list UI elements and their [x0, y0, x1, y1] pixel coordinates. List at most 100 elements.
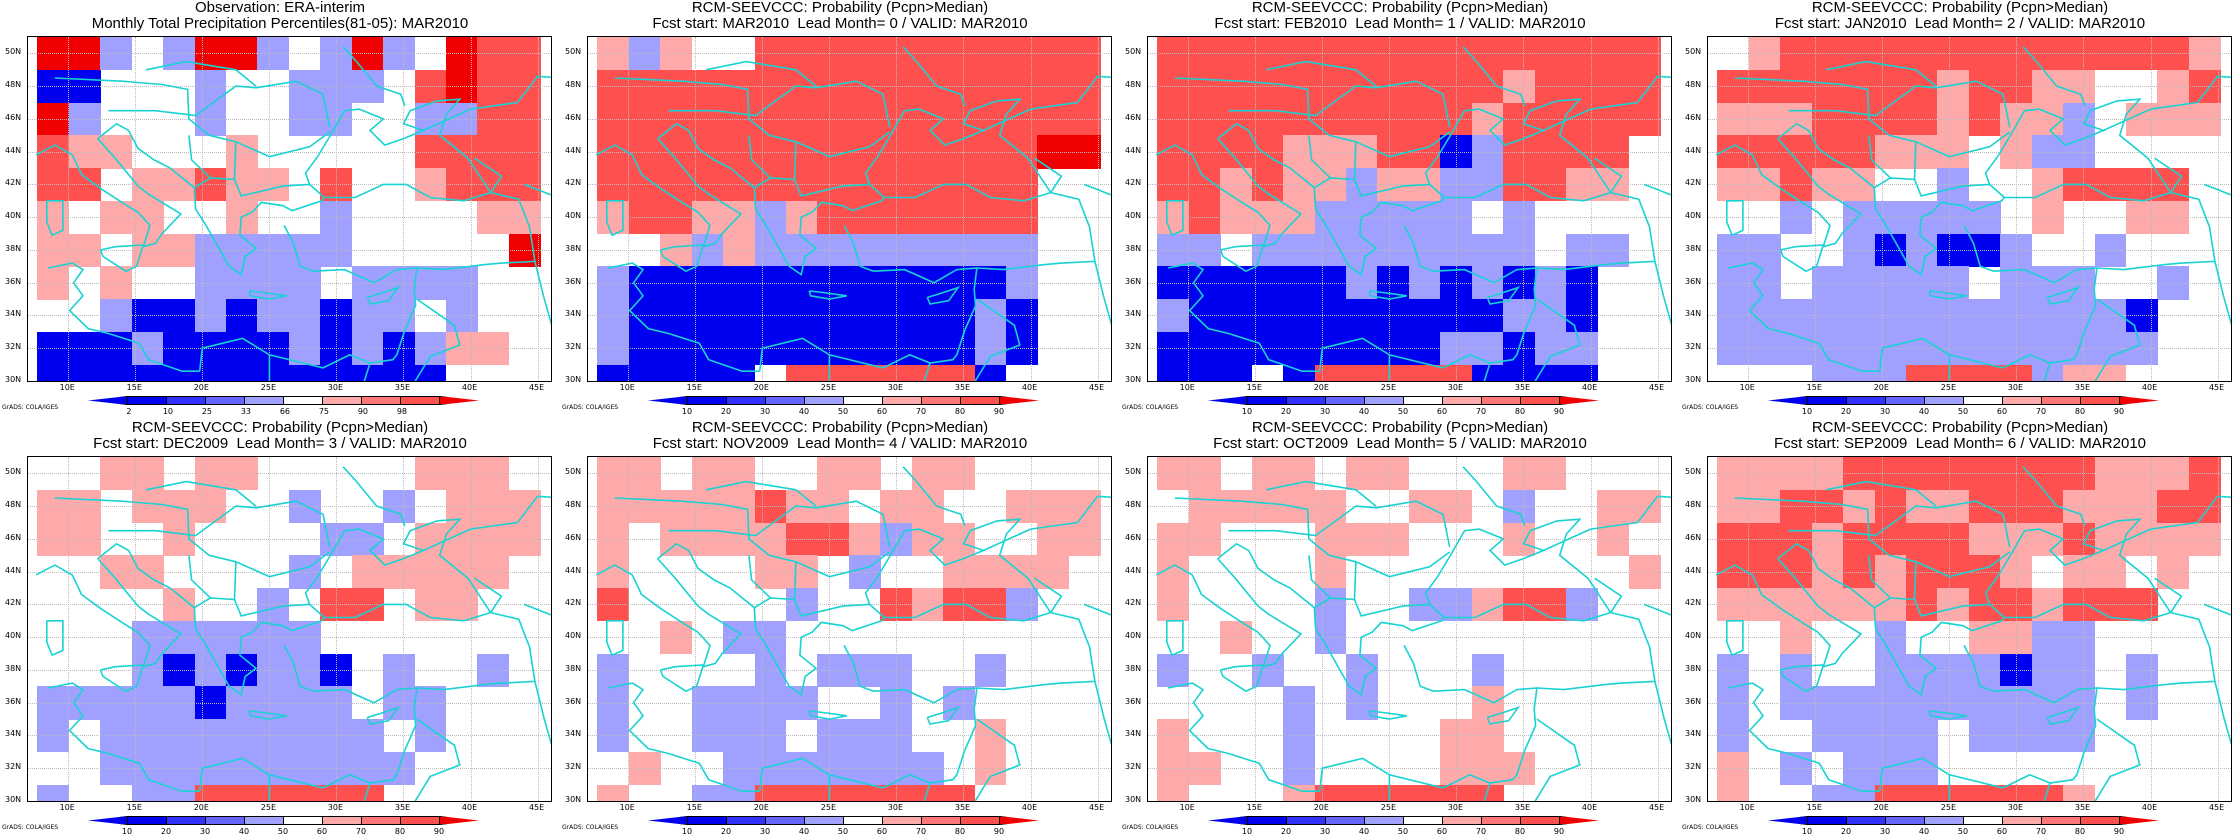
coastline: [188, 555, 211, 599]
coastline: [1094, 681, 1111, 746]
lat-tick-label: 36N: [5, 696, 22, 706]
coastline: [1228, 80, 1451, 128]
coastline: [1913, 141, 1917, 180]
grid-line: [1949, 37, 1951, 381]
lon-tick-label: 40E: [461, 803, 478, 812]
grid-line: [829, 37, 831, 381]
lon-tick-label: 10E: [619, 383, 635, 392]
colorbar-segment: [283, 816, 323, 825]
lon-tick-label: 25E: [1940, 383, 1956, 392]
lon-tick-label: 30E: [1447, 383, 1464, 392]
grid-line: [588, 86, 1111, 88]
grid-cell: [1377, 364, 1410, 381]
lat-tick-label: 36N: [1685, 696, 1702, 706]
coastline: [1483, 782, 1491, 801]
coastline: [1318, 225, 1538, 372]
lat-tick-label: 46N: [1685, 532, 1702, 542]
lat-tick-label: 30N: [1685, 375, 1702, 384]
colorbar-segment: [1520, 396, 1560, 405]
coastline: [1034, 157, 1063, 194]
panel-title: RCM-SEEVCCC: Probability (Pcpn>Median) F…: [1774, 419, 2146, 452]
grid-line: [1708, 315, 2231, 317]
map-plot-area: [1707, 36, 2232, 382]
colorbar-segment: [1481, 816, 1521, 825]
colorbar-segment: [1846, 396, 1886, 405]
lon-tick-label: 20E: [1313, 383, 1329, 392]
colorbar: [648, 816, 1039, 825]
grid-line: [28, 381, 551, 382]
grid-line: [1815, 37, 1817, 381]
coastline: [976, 191, 1096, 271]
grid-cell: [1157, 364, 1190, 381]
colorbar-tick-label: 90: [993, 827, 1005, 836]
colorbar-segment: [648, 816, 688, 825]
coastline: [54, 77, 331, 158]
grid-line: [896, 37, 898, 381]
colorbar-tick-label: 50: [837, 407, 849, 416]
coastline: [2094, 718, 2141, 801]
grid-line: [28, 801, 551, 802]
lat-tick-label: 40N: [1685, 631, 1702, 641]
colorbar-tick-label: 70: [2035, 827, 2047, 836]
coastline: [983, 75, 1111, 132]
coastline: [1725, 200, 1744, 237]
colorbar-segment: [88, 396, 128, 405]
grid-line: [28, 249, 551, 251]
lat-tick-label: 36N: [1125, 696, 1142, 706]
grid-cell: [1408, 364, 1441, 381]
colorbar-segment: [2002, 816, 2042, 825]
colorbar-segment: [1442, 396, 1482, 405]
colorbar-tick-label: 80: [954, 827, 966, 836]
coastline-layer: [35, 466, 551, 801]
lon-tick-label: 10E: [1179, 383, 1195, 392]
coastline: [2096, 611, 2216, 691]
coastline: [607, 682, 760, 793]
coastline: [1174, 497, 1451, 578]
coastline: [983, 495, 1111, 552]
colorbar-segment: [1364, 816, 1404, 825]
lon-tick-label: 15E: [126, 383, 142, 392]
lon-tick-label: 45E: [2208, 803, 2225, 812]
coastline: [1725, 620, 1744, 657]
coastline: [248, 710, 287, 720]
coastline: [1543, 495, 1671, 552]
lon-tick-label: 35E: [2074, 803, 2091, 812]
lat-tick-label: 38N: [565, 663, 582, 673]
grads-credit: GrADS: COLA/IGES: [562, 824, 619, 831]
coastline: [1543, 75, 1671, 132]
panel-title: RCM-SEEVCCC: Probability (Pcpn>Median) F…: [1774, 0, 2146, 32]
colorbar-tick-label: 10: [121, 827, 133, 836]
colorbar-tick-label: 90: [2113, 407, 2125, 416]
coastline: [1873, 177, 1990, 197]
grid-cell: [1565, 364, 1598, 381]
coastline: [748, 135, 771, 179]
grid-line: [135, 37, 137, 381]
colorbar-segment: [400, 816, 440, 825]
lon-tick-label: 40E: [2141, 383, 2158, 392]
coastline: [108, 500, 331, 548]
coastline: [1654, 681, 1671, 746]
lon-tick-label: 15E: [1806, 383, 1822, 392]
coastline: [902, 46, 966, 107]
coastline: [659, 244, 705, 273]
lat-tick-label: 42N: [1125, 598, 1142, 608]
colorbar-segment: [1286, 816, 1326, 825]
colorbar: [648, 396, 1039, 405]
lon-tick-label: 15E: [126, 803, 142, 812]
coastline: [248, 290, 287, 300]
lon-tick-label: 10E: [1179, 803, 1195, 812]
colorbar-tick-label: 50: [1397, 827, 1409, 836]
lon-tick-label: 10E: [1739, 803, 1755, 812]
coastline: [1228, 500, 1451, 548]
grid-cell: [288, 364, 321, 381]
grid-cell: [2000, 364, 2033, 381]
coastline: [324, 603, 491, 622]
coastline: [705, 480, 817, 507]
grid-cell: [37, 364, 70, 381]
lon-tick-label: 30E: [327, 803, 344, 812]
grid-line: [1456, 37, 1458, 381]
coastline: [1727, 682, 1880, 793]
colorbar-segment: [2119, 816, 2159, 825]
coastline: [923, 362, 931, 381]
colorbar-tick-label: 50: [277, 827, 289, 836]
